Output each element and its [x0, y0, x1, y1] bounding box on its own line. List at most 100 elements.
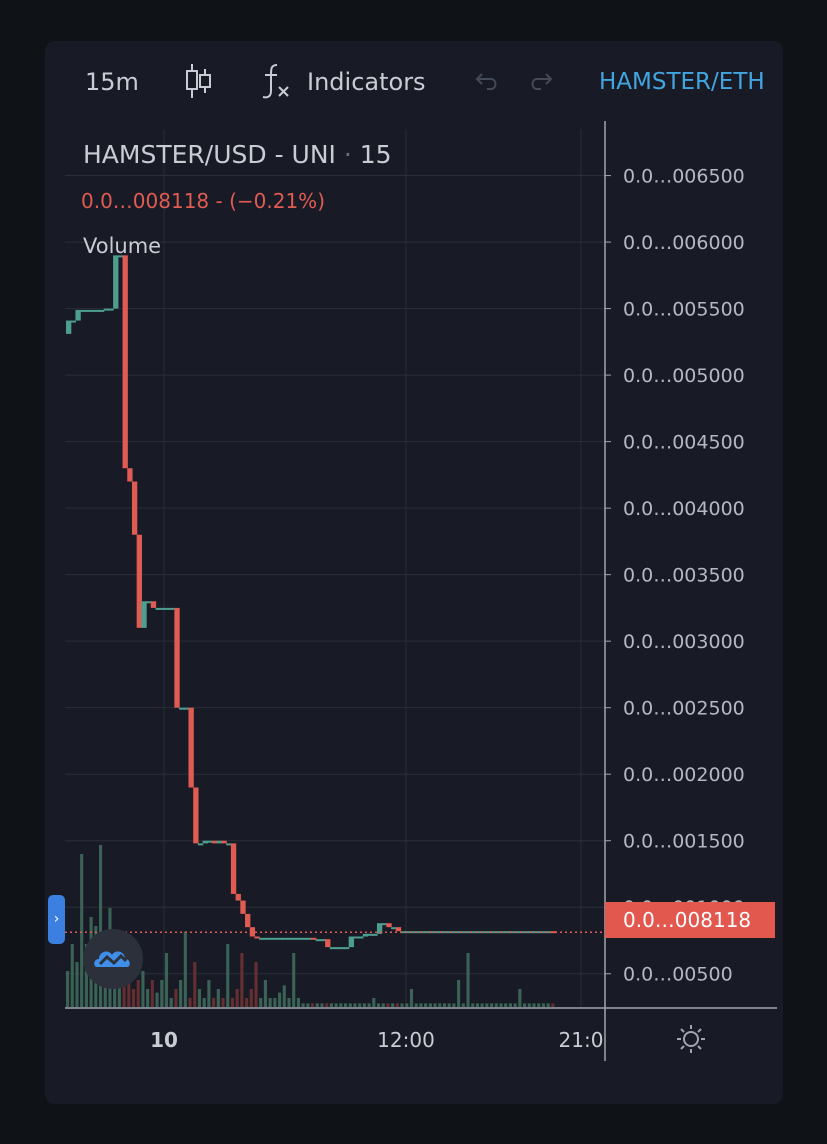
volume-bar — [98, 845, 103, 1007]
candle — [230, 843, 237, 894]
volume-bar — [461, 1003, 465, 1007]
candle — [320, 939, 326, 942]
settings-sun-icon[interactable] — [675, 1023, 707, 1055]
volume-bar — [136, 980, 140, 1007]
legend-change: (−0.21%) — [229, 189, 325, 213]
volume-bar — [419, 1003, 423, 1007]
indicators-button[interactable]: Indicators — [307, 68, 426, 96]
y-tick-label: 0.0…005000 — [623, 365, 745, 387]
candles-icon[interactable] — [183, 61, 213, 101]
x-tick-label: 21:0 — [559, 1028, 604, 1052]
volume-bar — [202, 998, 206, 1007]
fx-icon[interactable] — [259, 61, 293, 101]
candle — [216, 840, 223, 844]
candle — [226, 843, 232, 846]
candle — [113, 255, 119, 309]
candle — [292, 937, 298, 940]
chevron-right-icon[interactable]: › — [48, 895, 65, 944]
volume-bar — [226, 944, 230, 1007]
volume-bar — [541, 1003, 545, 1007]
candle — [259, 937, 265, 940]
volume-bar — [70, 944, 74, 1007]
candle — [386, 923, 392, 928]
legend-interval: 15 — [359, 140, 392, 169]
volume-bar — [513, 1003, 517, 1007]
candle — [381, 923, 387, 926]
candle — [183, 707, 190, 710]
candle — [400, 931, 406, 934]
volume-bar — [395, 1003, 399, 1007]
y-tick-label: 0.0…001500 — [623, 831, 745, 853]
candle — [551, 931, 557, 934]
candle — [122, 255, 128, 469]
volume-bar — [480, 1003, 484, 1007]
candle — [480, 931, 486, 934]
candle — [235, 893, 241, 901]
volume-bar — [532, 1003, 536, 1007]
volume-bar — [424, 1003, 428, 1007]
volume-bar — [499, 1003, 503, 1007]
volume-bar — [504, 1003, 508, 1007]
candle — [419, 931, 425, 934]
candle — [334, 947, 340, 950]
candle — [94, 309, 100, 312]
candle — [131, 481, 138, 535]
candle — [188, 707, 194, 788]
volume-bar — [296, 998, 300, 1007]
candle — [212, 840, 218, 844]
volume-bar — [212, 998, 216, 1007]
y-tick-label: 0.0…003000 — [623, 631, 745, 653]
redo-icon[interactable] — [527, 67, 557, 97]
candle — [315, 939, 322, 942]
volume-bar — [452, 1003, 456, 1007]
volume-bar — [230, 998, 235, 1007]
candle — [395, 927, 402, 932]
volume-bar — [490, 1003, 494, 1007]
volume-bar — [343, 1003, 348, 1007]
candle — [405, 931, 411, 934]
volume-bar — [447, 1003, 451, 1007]
volume-bar — [320, 1003, 324, 1007]
volume-bar — [84, 944, 88, 1007]
tradingview-logo-icon[interactable] — [83, 929, 143, 989]
x-tick-label: 10 — [150, 1028, 178, 1052]
volume-bar — [169, 998, 173, 1007]
volume-bar — [127, 971, 131, 1007]
candle — [146, 601, 152, 604]
candle — [301, 937, 307, 940]
volume-bar — [348, 1003, 352, 1007]
price-chart[interactable]: 0.0…0065000.0…0060000.0…0055000.0…005000… — [45, 41, 783, 1104]
volume-bar — [66, 971, 70, 1007]
interval-button[interactable]: 15m — [85, 68, 139, 96]
symbol-button[interactable]: HAMSTER/ETH — [599, 69, 765, 95]
candle — [268, 937, 274, 940]
legend-price-value: 0.0…008118 — [81, 189, 210, 213]
volume-bar — [263, 980, 267, 1007]
y-tick-label: 0.0…004500 — [623, 432, 745, 454]
volume-bar — [546, 1003, 550, 1007]
undo-icon[interactable] — [471, 67, 501, 97]
candle — [461, 931, 468, 934]
y-tick-label: 0.0…006500 — [623, 166, 745, 188]
volume-bar — [518, 989, 522, 1007]
candle — [263, 937, 270, 940]
volume-bar — [259, 998, 263, 1007]
volume-bar — [164, 953, 169, 1007]
volume-bar — [381, 1003, 385, 1007]
y-tick-label: 0.0…003500 — [623, 565, 745, 587]
volume-bar — [207, 980, 211, 1007]
candle — [376, 923, 383, 934]
volume-bar — [80, 854, 84, 1007]
volume-bar — [160, 980, 164, 1007]
volume-bar — [197, 989, 202, 1007]
volume-bar — [433, 1003, 437, 1007]
candle — [541, 931, 548, 934]
volume-bar — [325, 1003, 329, 1007]
volume-bar — [287, 998, 291, 1007]
candle — [348, 936, 355, 948]
volume-bar — [315, 1003, 319, 1007]
candle — [150, 601, 157, 608]
candle — [475, 931, 482, 934]
volume-bar — [367, 1003, 371, 1007]
candle — [414, 931, 420, 934]
